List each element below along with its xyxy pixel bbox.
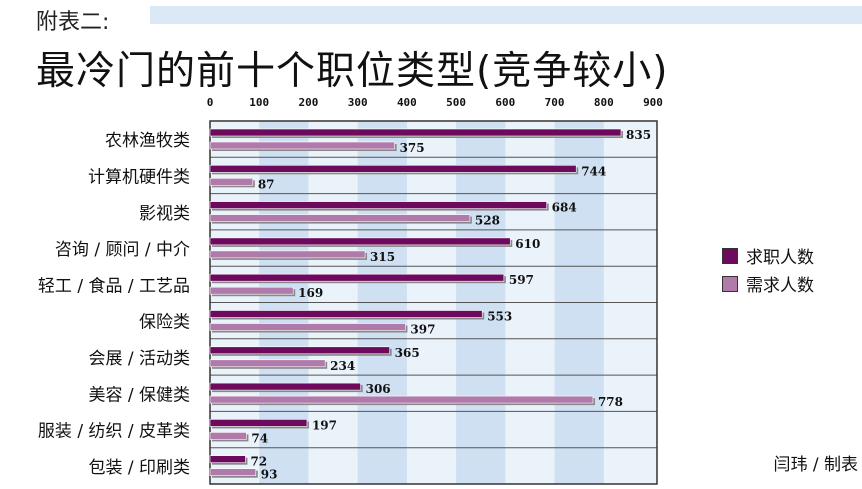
category-label: 会展 / 活动类 — [88, 349, 190, 369]
bar-series1 — [209, 382, 361, 391]
legend-swatch-series2 — [722, 275, 738, 292]
bar-series1 — [209, 128, 622, 137]
bar-value-label: 375 — [400, 141, 425, 155]
bar-series1 — [209, 237, 511, 246]
bar-series2 — [209, 178, 254, 186]
x-tick-label: 800 — [594, 96, 614, 109]
bar-value-label: 197 — [312, 418, 337, 432]
bar-series1 — [209, 310, 483, 318]
bar-value-label: 315 — [370, 250, 395, 264]
bar-value-label: 306 — [366, 382, 391, 396]
legend-item-series2: 需求人数 — [722, 271, 814, 296]
category-label: 美容 / 保健类 — [88, 385, 190, 405]
bar-series2 — [209, 359, 326, 368]
bar-series1 — [209, 419, 308, 427]
table-number-label: 附表二: — [36, 10, 110, 35]
bar-value-label: 610 — [515, 237, 540, 251]
category-label: 保险类 — [139, 313, 190, 333]
bar-series2 — [209, 250, 366, 259]
x-tick-label: 400 — [397, 96, 417, 109]
bar-value-label: 72 — [250, 455, 267, 469]
x-tick-label: 100 — [249, 96, 269, 109]
legend-label-series2: 需求人数 — [746, 276, 814, 296]
credit-label: 闫玮 / 制表 — [773, 455, 858, 475]
x-tick-label: 200 — [299, 96, 319, 109]
bar-value-label: 234 — [330, 359, 355, 373]
bar-series1 — [209, 455, 246, 464]
category-label: 咨询 / 顾问 / 中介 — [55, 240, 190, 260]
bar-value-label: 597 — [509, 273, 534, 287]
x-tick-label: 500 — [446, 96, 466, 109]
bar-value-label: 553 — [487, 310, 512, 324]
bar-value-label: 684 — [552, 201, 577, 215]
category-label: 包装 / 印刷类 — [88, 458, 190, 478]
legend-label-series1: 求职人数 — [746, 248, 814, 268]
category-label: 服装 / 纺织 / 皮革类 — [38, 422, 190, 442]
bar-series2 — [209, 395, 594, 404]
x-tick-label: 700 — [545, 96, 565, 109]
bar-series1 — [209, 346, 390, 355]
bar-series2 — [209, 432, 247, 440]
plot-frame — [209, 120, 658, 485]
bar-value-label: 87 — [258, 177, 275, 191]
x-tick-label: 900 — [643, 96, 663, 109]
chart-title: 最冷门的前十个职位类型(竞争较小) — [36, 49, 669, 94]
header-decoration-bar — [150, 6, 862, 24]
bar-series1 — [209, 273, 505, 282]
bar-value-label: 528 — [475, 214, 500, 228]
bar-value-label: 835 — [626, 128, 651, 142]
x-tick-label: 300 — [348, 96, 368, 109]
category-label: 计算机硬件类 — [88, 167, 190, 187]
bar-series2 — [209, 141, 395, 150]
bar-value-label: 778 — [598, 395, 623, 409]
bar-series2 — [209, 468, 257, 477]
bar-value-label: 365 — [395, 346, 420, 360]
category-label: 影视类 — [139, 204, 190, 224]
bar-series1 — [209, 165, 577, 173]
category-label: 农林渔牧类 — [105, 131, 190, 151]
bar-value-label: 93 — [261, 468, 278, 482]
legend-swatch-series1 — [722, 247, 738, 264]
bar-value-label: 744 — [581, 164, 606, 178]
bar-value-label: 74 — [251, 431, 268, 445]
category-label: 轻工 / 食品 / 工艺品 — [38, 276, 190, 296]
x-tick-label: 600 — [495, 96, 515, 109]
bar-value-label: 397 — [410, 323, 435, 337]
bar-series1 — [209, 201, 547, 209]
bar-series2 — [209, 286, 294, 295]
bar-value-label: 169 — [298, 286, 323, 300]
bar-series2 — [209, 323, 406, 331]
x-tick-label: 0 — [207, 96, 214, 109]
legend-item-series1: 求职人数 — [722, 243, 814, 268]
bar-series2 — [209, 214, 471, 222]
